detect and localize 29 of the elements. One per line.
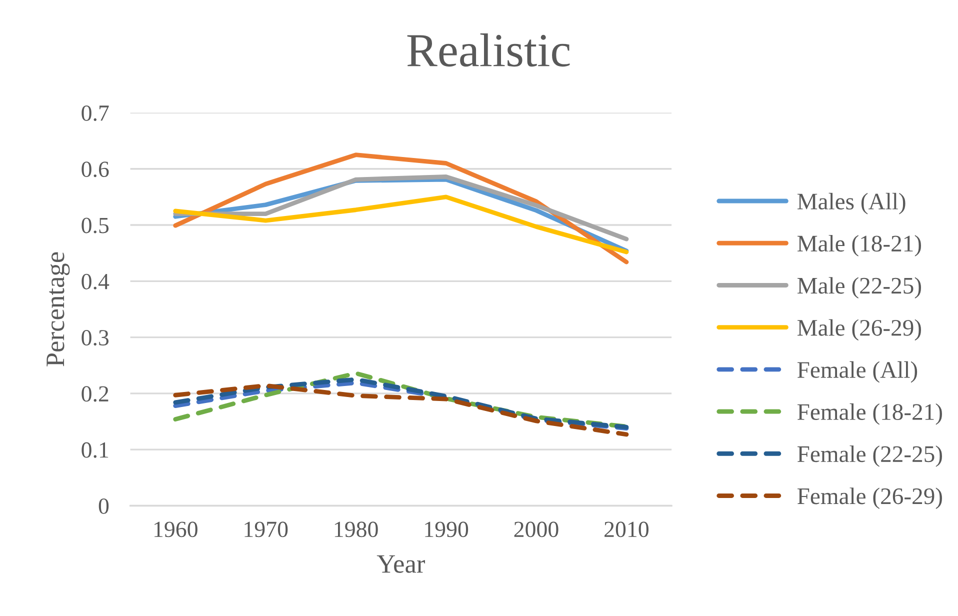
line-series [173,194,629,254]
y-tick-label: 0.5 [82,218,109,234]
y-tick-label: 0.1 [82,442,108,458]
chart-title: Realistic [407,33,570,67]
line-series [173,174,629,242]
legend-label: Male (18-21) [797,235,921,256]
x-axis-title: Year [376,555,426,573]
legend-label: Male (22-25) [797,277,921,299]
x-tick-label: 1980 [334,522,378,538]
y-axis-title: Percentage [46,252,70,366]
x-tick-label: 2010 [604,522,648,538]
line-series [173,152,629,264]
y-tick-label: 0.2 [82,386,108,402]
y-tick-label: 0.3 [82,330,109,346]
y-tick-label: 0.6 [82,162,109,178]
legend-label: Female (18-21) [797,403,942,425]
y-tick-label: 0.4 [82,274,110,290]
x-tick-label: 1960 [154,522,198,538]
line-series [173,383,629,437]
legend-label: Female (22-25) [797,446,942,467]
legend-label: Males (All) [797,192,906,214]
x-tick-label: 1990 [425,522,468,538]
legend-label: Female (All) [797,361,918,383]
legend-label: Male (26-29) [797,319,921,341]
y-tick-label: 0 [98,498,109,514]
x-tick-label: 1970 [244,522,288,538]
x-tick-label: 2000 [514,522,558,538]
legend-label: Female (26-29) [797,488,942,510]
y-tick-label: 0.7 [82,105,109,122]
